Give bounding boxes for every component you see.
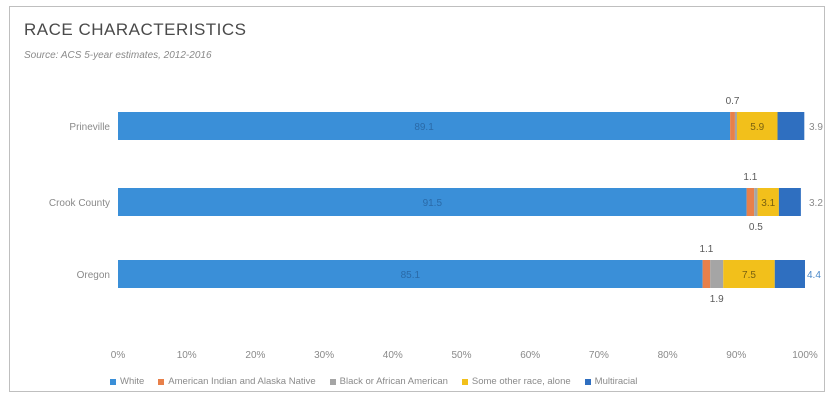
chart-title: RACE CHARACTERISTICS xyxy=(24,20,247,39)
legend-swatch xyxy=(329,378,336,385)
data-label: 5.9 xyxy=(750,122,764,133)
x-tick-label: 90% xyxy=(726,350,746,361)
bar-segment xyxy=(710,260,724,288)
bar-segment xyxy=(118,112,731,140)
x-tick-label: 80% xyxy=(658,350,678,361)
x-tick-label: 30% xyxy=(314,350,334,361)
bar-segment xyxy=(746,188,755,216)
bar-segment xyxy=(730,112,735,140)
bar-segment xyxy=(118,188,747,216)
chart-subtitle: Source: ACS 5-year estimates, 2012-2016 xyxy=(24,50,212,61)
legend-item: American Indian and Alaska Native xyxy=(158,376,316,387)
data-label: 1.1 xyxy=(743,172,757,183)
legend-label: Black or African American xyxy=(339,376,448,387)
legend-swatch xyxy=(110,378,116,385)
legend-label: Multiracial xyxy=(594,376,638,387)
x-tick-label: 0% xyxy=(111,350,126,361)
category-label: Prineville xyxy=(69,122,110,133)
legend-swatch xyxy=(584,378,591,385)
data-label: 0.5 xyxy=(749,222,763,233)
legend-label: American Indian and Alaska Native xyxy=(168,376,316,387)
legend-item: Multiracial xyxy=(584,376,638,387)
legend-swatch xyxy=(158,378,165,385)
category-label: Crook County xyxy=(49,198,110,209)
bar-segment xyxy=(723,260,775,288)
data-label: 3.9 xyxy=(809,122,823,133)
bar-segment xyxy=(754,188,758,216)
chart-legend: White American Indian and Alaska Native Bl… xyxy=(110,376,637,387)
bar-segment xyxy=(118,260,703,288)
data-label: 1.1 xyxy=(699,244,713,255)
data-label: 89.1 xyxy=(414,122,434,133)
legend-label: Some other race, alone xyxy=(471,376,571,387)
bar-segment xyxy=(736,112,778,140)
category-label: Oregon xyxy=(77,270,110,281)
data-label: 85.1 xyxy=(401,270,421,281)
x-tick-label: 50% xyxy=(451,350,471,361)
bar-segment xyxy=(777,112,805,140)
data-label: 7.5 xyxy=(742,270,756,281)
x-tick-label: 10% xyxy=(177,350,197,361)
bar-segment xyxy=(734,112,737,140)
x-tick-label: 40% xyxy=(383,350,403,361)
x-tick-label: 20% xyxy=(245,350,265,361)
x-tick-label: 60% xyxy=(520,350,540,361)
data-label: 4.4 xyxy=(807,270,821,281)
legend-item: Some other race, alone xyxy=(461,376,571,387)
data-label: 3.1 xyxy=(761,198,775,209)
legend-item: Black or African American xyxy=(329,376,448,387)
data-label: 0.7 xyxy=(726,96,740,107)
legend-label: White xyxy=(120,376,145,387)
bar-segment xyxy=(757,188,779,216)
x-tick-label: 70% xyxy=(589,350,609,361)
bar-segment xyxy=(778,188,801,216)
x-tick-label: 100% xyxy=(792,350,818,361)
legend-swatch xyxy=(461,378,468,385)
bar-segment xyxy=(702,260,711,288)
data-label: 1.9 xyxy=(710,294,724,305)
data-label: 3.2 xyxy=(809,198,823,209)
bar-segment xyxy=(774,260,805,288)
legend-item: White xyxy=(110,376,144,387)
data-label: 91.5 xyxy=(423,198,443,209)
